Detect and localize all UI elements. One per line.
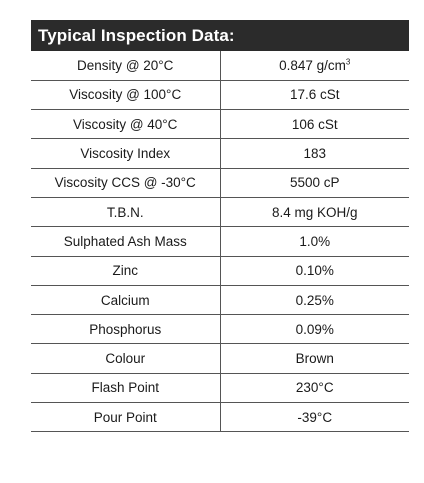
value-cell: 230°C <box>220 373 409 404</box>
property-cell: T.B.N. <box>31 197 221 228</box>
property-cell: Colour <box>31 343 221 374</box>
value-cell: 1.0% <box>220 226 409 257</box>
value-cell: 5500 cP <box>220 168 409 198</box>
property-cell: Phosphorus <box>31 314 221 345</box>
table-row: Density @ 20°C 0.847 g/cm3 <box>31 51 409 81</box>
value-superscript: 3 <box>345 57 351 67</box>
table-row: Sulphated Ash Mass 1.0% <box>31 226 409 257</box>
inspection-data-sheet: Typical Inspection Data: Density @ 20°C … <box>31 20 409 433</box>
value-cell: 0.25% <box>220 285 409 316</box>
table-row: Flash Point 230°C <box>31 373 409 404</box>
table-row: Pour Point -39°C <box>31 402 409 433</box>
value-cell: 8.4 mg KOH/g <box>220 197 409 228</box>
value-cell: 0.09% <box>220 314 409 345</box>
property-cell: Flash Point <box>31 373 221 404</box>
value-cell: 17.6 cSt <box>220 80 409 111</box>
table-row: Calcium 0.25% <box>31 285 409 316</box>
value-text: 0.847 g/cm <box>279 57 346 73</box>
property-cell: Zinc <box>31 256 221 286</box>
property-cell: Viscosity CCS @ -30°C <box>31 168 221 198</box>
table-row: Viscosity @ 100°C 17.6 cSt <box>31 80 409 111</box>
table-row: Zinc 0.10% <box>31 256 409 286</box>
property-cell: Viscosity @ 100°C <box>31 80 221 111</box>
value-cell: Brown <box>220 343 409 374</box>
value-cell: 0.10% <box>220 256 409 286</box>
property-cell: Viscosity Index <box>31 138 221 169</box>
value-cell: 0.847 g/cm3 <box>220 51 409 81</box>
table-title: Typical Inspection Data: <box>31 20 409 51</box>
table-row: Viscosity Index 183 <box>31 138 409 169</box>
value-cell: 183 <box>220 138 409 169</box>
property-cell: Viscosity @ 40°C <box>31 109 221 140</box>
table-row: T.B.N. 8.4 mg KOH/g <box>31 197 409 228</box>
table-row: Colour Brown <box>31 343 409 374</box>
property-cell: Calcium <box>31 285 221 316</box>
table-row: Phosphorus 0.09% <box>31 314 409 345</box>
property-cell: Density @ 20°C <box>31 51 221 81</box>
value-cell: 106 cSt <box>220 109 409 140</box>
property-cell: Pour Point <box>31 402 221 433</box>
table-row: Viscosity @ 40°C 106 cSt <box>31 109 409 140</box>
property-cell: Sulphated Ash Mass <box>31 226 221 257</box>
value-cell: -39°C <box>220 402 409 433</box>
inspection-data-table: Density @ 20°C 0.847 g/cm3 Viscosity @ 1… <box>31 51 409 433</box>
table-row: Viscosity CCS @ -30°C 5500 cP <box>31 168 409 198</box>
